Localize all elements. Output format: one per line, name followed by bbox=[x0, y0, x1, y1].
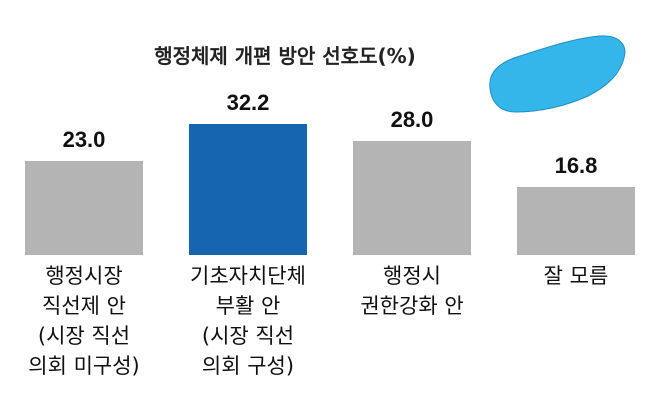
bar bbox=[517, 186, 635, 255]
value-label: 32.2 bbox=[226, 90, 270, 115]
bar bbox=[353, 141, 471, 255]
category-label: 기초자치단체 부활 안 (시장 직선 의회 구성) bbox=[190, 264, 306, 378]
value-label: 16.8 bbox=[554, 152, 598, 178]
category-label: 잘 모름 bbox=[543, 264, 609, 288]
category-label: 행정시 권한강화 안 bbox=[360, 264, 464, 318]
category-label: 행정시장 직선제 안 (시장 직선 의회 미구성) bbox=[28, 264, 140, 378]
value-label: 28.0 bbox=[390, 107, 434, 133]
chart-title: 행정체제 개편 방안 선호도(%) bbox=[154, 44, 416, 68]
value-label: 23.0 bbox=[62, 127, 106, 153]
bar bbox=[189, 124, 307, 255]
bar bbox=[25, 161, 143, 255]
jeju-shape bbox=[489, 35, 626, 113]
